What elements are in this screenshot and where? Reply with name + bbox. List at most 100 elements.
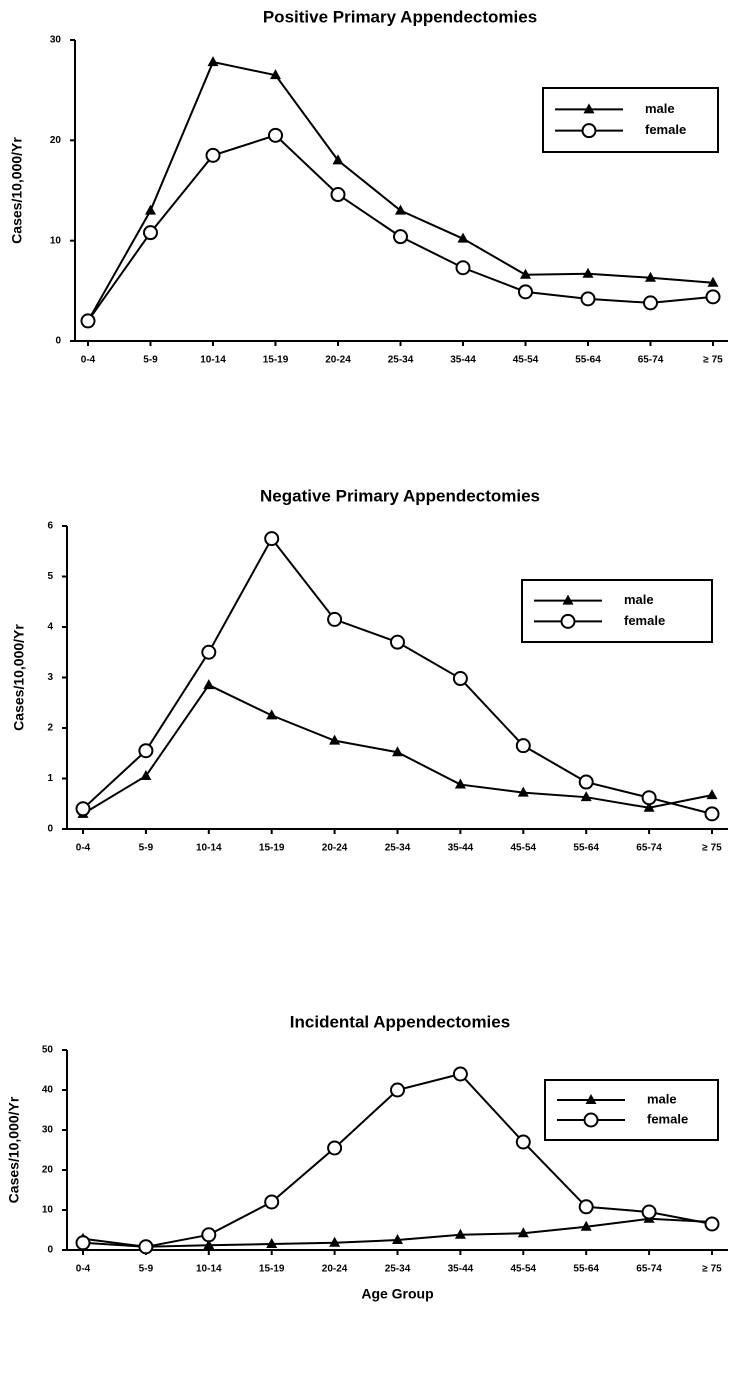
marker-circle [330,187,346,203]
marker-triangle [583,103,595,114]
x-tick-label: ≥ 75 [702,1264,722,1275]
marker-circle [704,806,720,822]
x-tick-label: 0-4 [76,1264,91,1275]
x-tick-label: ≥ 75 [702,843,722,854]
marker-triangle [395,204,406,215]
marker-circle [581,123,597,139]
legend-label: female [624,613,665,628]
marker-triangle [645,271,656,282]
x-tick-label: 10-14 [200,355,226,366]
y-tick-label: 30 [42,1125,54,1136]
marker-circle [515,1134,531,1150]
y-tick-label: 50 [42,1045,54,1056]
marker-triangle [203,679,215,690]
x-tick-label: 20-24 [322,1264,348,1275]
marker-circle [560,613,576,629]
y-tick-label: 20 [42,1165,54,1176]
marker-triangle [203,1239,215,1250]
x-tick-label: 65-74 [636,1264,662,1275]
chart-title: Negative Primary Appendectomies [260,486,540,505]
marker-circle [201,1227,217,1243]
x-tick-label: 55-64 [573,843,599,854]
x-tick-label: 55-64 [573,1264,599,1275]
marker-circle [143,225,158,241]
y-axis-label: Cases/10,000/Yr [6,1096,22,1203]
x-tick-label: 0-4 [76,843,91,854]
marker-triangle [517,786,529,797]
x-tick-label: ≥ 75 [703,355,723,366]
x-tick-label: 15-19 [259,1264,285,1275]
marker-triangle [207,56,219,67]
marker-triangle [454,778,466,789]
legend-box [521,579,713,643]
marker-triangle [329,734,341,745]
marker-triangle [517,1227,529,1238]
marker-circle [515,738,531,754]
legend-label: female [645,122,686,137]
x-tick-label: 65-74 [638,355,664,366]
chart-title: Positive Primary Appendectomies [263,7,537,26]
x-tick-label: 25-34 [385,843,411,854]
marker-triangle [270,69,281,80]
marker-circle [75,1235,91,1251]
y-tick-label: 3 [47,672,53,683]
marker-circle [390,1082,405,1098]
marker-triangle [457,232,469,243]
x-tick-label: 5-9 [139,843,154,854]
marker-triangle [329,1236,341,1247]
marker-circle [518,284,533,300]
x-tick-label: 10-14 [196,843,222,854]
marker-circle [580,291,596,307]
series-line [87,134,714,322]
x-tick-label: 10-14 [196,1264,222,1275]
legend-box [544,1079,719,1141]
x-tick-label: 5-9 [139,1264,154,1275]
marker-triangle [332,154,344,165]
marker-circle [578,774,594,790]
y-tick-label: 6 [47,521,53,532]
marker-triangle [582,267,594,278]
x-tick-label: 35-44 [448,1264,474,1275]
marker-triangle [266,709,278,720]
legend-label: male [624,592,654,607]
chart-title: Incidental Appendectomies [290,1012,510,1031]
marker-circle [393,229,408,245]
marker-triangle [706,789,718,800]
marker-circle [578,1199,594,1215]
y-tick-label: 1 [47,773,53,784]
x-tick-label: 35-44 [450,355,476,366]
legend-label: female [647,1111,688,1126]
marker-circle [641,790,657,806]
y-tick-label: 10 [50,235,62,246]
x-tick-label: 5-9 [143,355,158,366]
marker-circle [205,147,221,163]
marker-circle [264,531,280,547]
marker-circle [704,1216,720,1232]
x-tick-label: 25-34 [385,1264,411,1275]
marker-circle [264,1194,280,1210]
marker-triangle [140,769,152,780]
marker-triangle [145,204,156,215]
y-tick-label: 5 [47,571,53,582]
x-tick-label: 45-54 [511,1264,537,1275]
x-tick-label: 25-34 [388,355,414,366]
marker-triangle [520,268,531,279]
marker-triangle [392,1234,403,1244]
marker-triangle [392,746,403,757]
x-axis-label: Age Group [361,1286,433,1302]
x-tick-label: 45-54 [511,843,537,854]
marker-triangle [562,594,574,605]
marker-triangle [585,1094,597,1104]
marker-triangle [643,801,655,812]
y-tick-label: 0 [47,1245,53,1256]
legend-box [542,87,719,153]
x-tick-label: 65-74 [636,843,662,854]
marker-circle [643,295,658,311]
y-tick-label: 30 [50,35,62,46]
marker-circle [390,634,405,650]
marker-circle [327,1140,343,1156]
x-tick-label: 45-54 [513,355,539,366]
marker-circle [705,289,721,305]
marker-circle [327,611,343,627]
